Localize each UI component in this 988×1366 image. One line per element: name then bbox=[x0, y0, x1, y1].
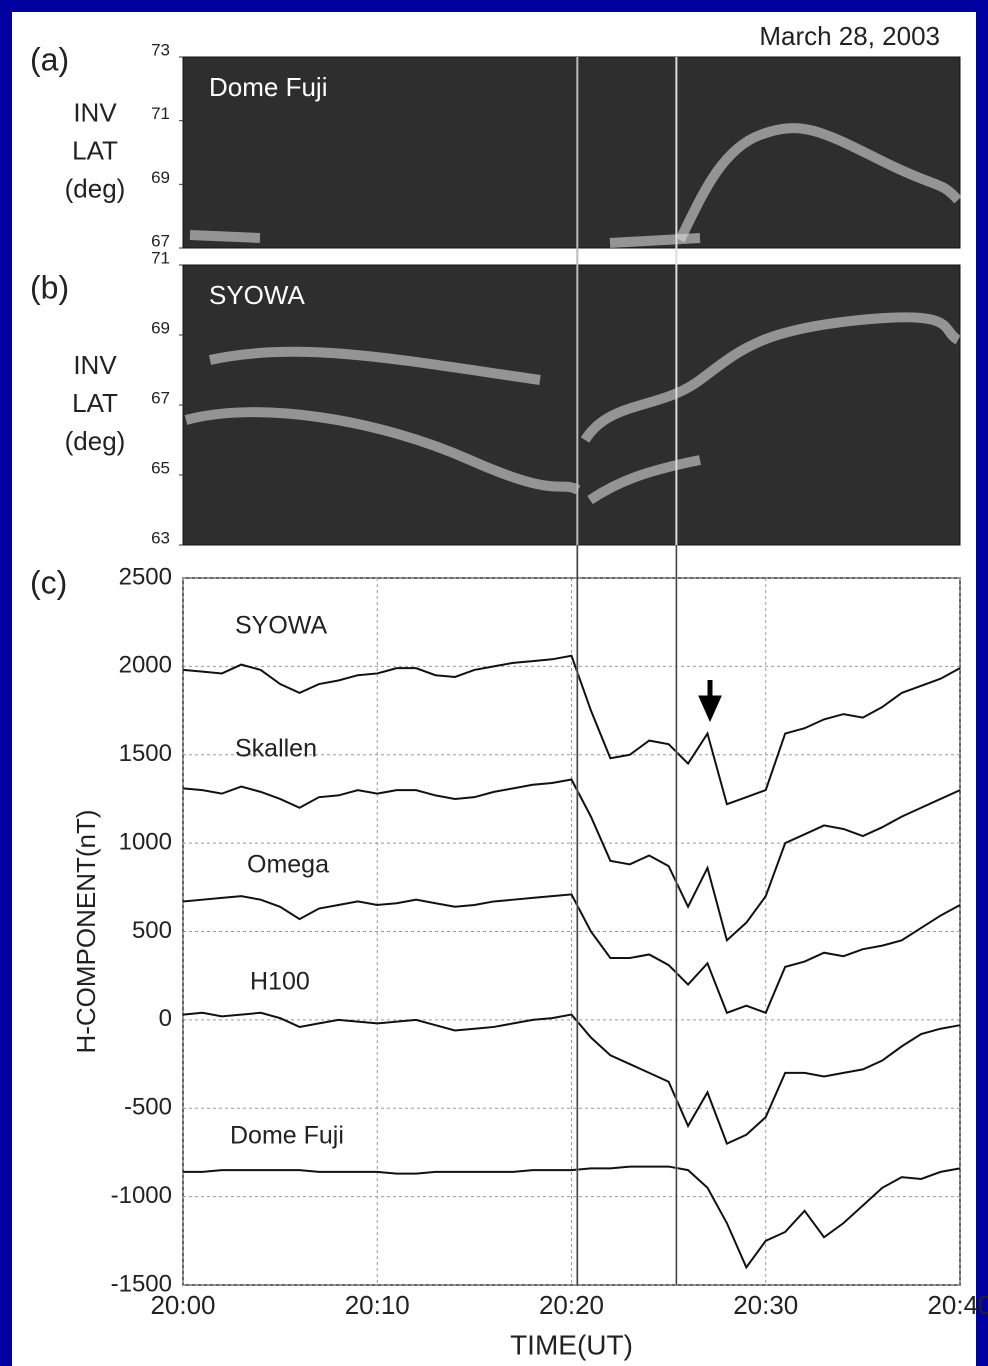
series-label: H100 bbox=[250, 968, 310, 996]
y-tick-label: -1500 bbox=[111, 1270, 172, 1297]
y-axis-label: INV bbox=[73, 97, 117, 127]
x-tick-label: 20:10 bbox=[345, 1290, 410, 1320]
y-tick-label: -500 bbox=[124, 1094, 172, 1121]
y-tick-label: 71 bbox=[151, 104, 170, 123]
y-tick-label: 67 bbox=[151, 231, 170, 250]
panel-label: (b) bbox=[30, 269, 69, 305]
y-tick-label: 2500 bbox=[119, 563, 172, 590]
y-axis-label: H-COMPONENT(nT) bbox=[71, 809, 101, 1053]
data-line bbox=[182, 654, 961, 806]
series-label: SYOWA bbox=[235, 612, 327, 640]
panel-label: (c) bbox=[30, 564, 67, 600]
aurora-streak bbox=[184, 407, 581, 495]
x-tick-label: 20:30 bbox=[733, 1290, 798, 1320]
series-label: Omega bbox=[247, 851, 329, 879]
station-label: Dome Fuji bbox=[209, 72, 327, 102]
y-axis-label: (deg) bbox=[65, 173, 126, 203]
y-tick-label: 67 bbox=[151, 388, 170, 407]
x-tick-label: 20:00 bbox=[150, 1290, 215, 1320]
x-tick-label: 20:40 bbox=[927, 1290, 988, 1320]
y-tick-label: 73 bbox=[151, 40, 170, 59]
y-tick-label: -1000 bbox=[111, 1182, 172, 1209]
series-label: Dome Fuji bbox=[230, 1122, 344, 1150]
x-axis-label: TIME(UT) bbox=[510, 1329, 633, 1360]
x-tick-label: 20:20 bbox=[539, 1290, 604, 1320]
y-tick-label: 2000 bbox=[119, 652, 172, 679]
y-tick-label: 0 bbox=[159, 1005, 172, 1032]
data-line bbox=[182, 778, 961, 943]
y-tick-label: 500 bbox=[132, 917, 172, 944]
series-label: Skallen bbox=[235, 735, 317, 763]
y-tick-label: 63 bbox=[151, 528, 170, 547]
y-axis-label: (deg) bbox=[65, 426, 126, 456]
data-line bbox=[182, 893, 961, 1015]
aurora-streak bbox=[208, 346, 541, 385]
y-tick-label: 69 bbox=[151, 168, 170, 187]
aurora-streak bbox=[189, 230, 261, 243]
keogram-image bbox=[182, 56, 961, 249]
y-tick-label: 69 bbox=[151, 318, 170, 337]
y-tick-label: 1000 bbox=[119, 828, 172, 855]
y-axis-label: LAT bbox=[72, 388, 118, 418]
aurora-streak bbox=[675, 123, 962, 243]
data-line bbox=[183, 1165, 961, 1270]
arrow bbox=[698, 680, 722, 723]
y-axis-label: INV bbox=[73, 350, 117, 380]
data-line bbox=[182, 1011, 961, 1145]
y-tick-label: 71 bbox=[151, 248, 170, 267]
keogram-image bbox=[182, 264, 961, 546]
y-tick-label: 65 bbox=[151, 458, 170, 477]
y-axis-label: LAT bbox=[72, 135, 118, 165]
station-label: SYOWA bbox=[209, 280, 305, 310]
aurora-streak bbox=[580, 312, 961, 443]
aurora-streak bbox=[587, 455, 701, 505]
date-label: March 28, 2003 bbox=[759, 21, 940, 51]
aurora-streak bbox=[609, 233, 701, 248]
panel-label: (a) bbox=[30, 41, 69, 77]
y-tick-label: 1500 bbox=[119, 740, 172, 767]
